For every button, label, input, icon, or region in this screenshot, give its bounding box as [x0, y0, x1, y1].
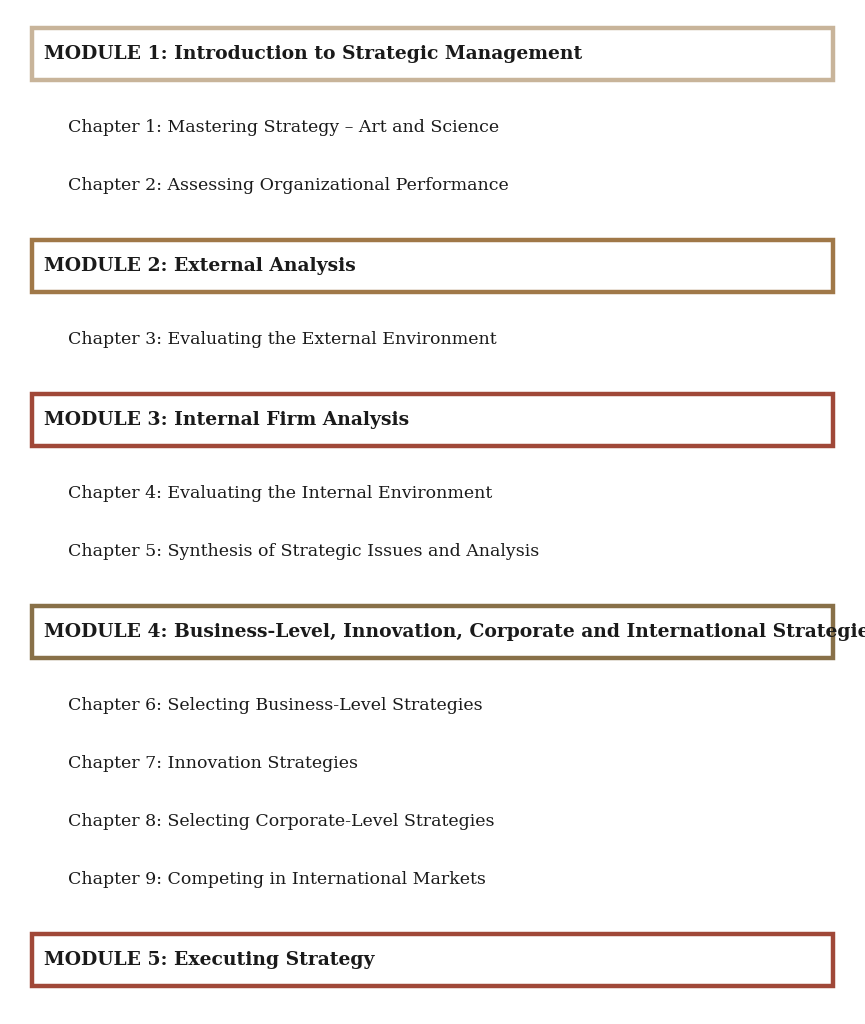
- Text: Chapter 9: Competing in International Markets: Chapter 9: Competing in International Ma…: [68, 871, 486, 889]
- FancyBboxPatch shape: [32, 394, 833, 446]
- Text: Chapter 8: Selecting Corporate-Level Strategies: Chapter 8: Selecting Corporate-Level Str…: [68, 813, 495, 830]
- Text: Chapter 2: Assessing Organizational Performance: Chapter 2: Assessing Organizational Perf…: [68, 177, 509, 195]
- Text: Chapter 6: Selecting Business-Level Strategies: Chapter 6: Selecting Business-Level Stra…: [68, 697, 483, 715]
- Text: Chapter 7: Innovation Strategies: Chapter 7: Innovation Strategies: [68, 756, 358, 772]
- Text: MODULE 3: Internal Firm Analysis: MODULE 3: Internal Firm Analysis: [44, 411, 409, 429]
- Text: Chapter 1: Mastering Strategy – Art and Science: Chapter 1: Mastering Strategy – Art and …: [68, 120, 499, 136]
- Text: Chapter 4: Evaluating the Internal Environment: Chapter 4: Evaluating the Internal Envir…: [68, 485, 492, 503]
- FancyBboxPatch shape: [32, 28, 833, 80]
- Text: MODULE 5: Executing Strategy: MODULE 5: Executing Strategy: [44, 951, 375, 969]
- FancyBboxPatch shape: [32, 240, 833, 292]
- FancyBboxPatch shape: [32, 934, 833, 986]
- Text: Chapter 5: Synthesis of Strategic Issues and Analysis: Chapter 5: Synthesis of Strategic Issues…: [68, 544, 539, 560]
- FancyBboxPatch shape: [32, 606, 833, 658]
- Text: MODULE 1: Introduction to Strategic Management: MODULE 1: Introduction to Strategic Mana…: [44, 45, 582, 63]
- Text: MODULE 4: Business-Level, Innovation, Corporate and International Strategies: MODULE 4: Business-Level, Innovation, Co…: [44, 623, 865, 641]
- Text: MODULE 2: External Analysis: MODULE 2: External Analysis: [44, 257, 356, 275]
- Text: Chapter 3: Evaluating the External Environment: Chapter 3: Evaluating the External Envir…: [68, 332, 497, 348]
